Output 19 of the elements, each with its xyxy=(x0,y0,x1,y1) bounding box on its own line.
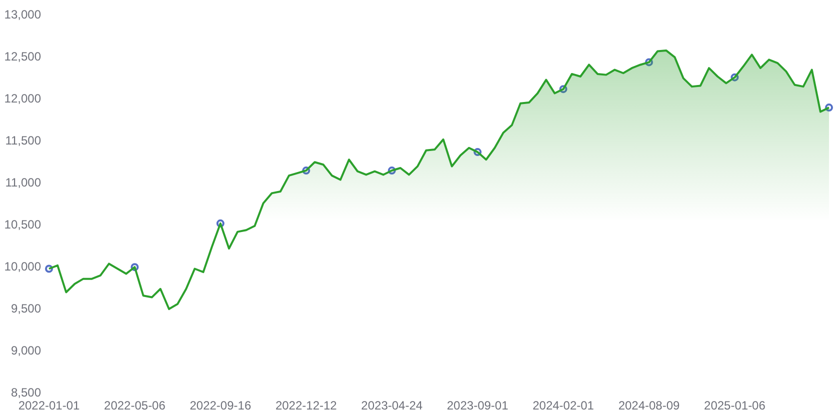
x-tick-label: 2022-05-06 xyxy=(104,398,166,413)
x-tick-label: 2022-01-01 xyxy=(18,398,80,413)
y-tick-label: 9,000 xyxy=(10,343,42,358)
y-tick-label: 10,000 xyxy=(4,259,42,274)
x-tick-label: 2024-08-09 xyxy=(618,398,680,413)
y-tick-label: 11,000 xyxy=(5,175,42,190)
x-tick-label: 2023-09-01 xyxy=(446,398,509,413)
x-tick-label: 2024-02-01 xyxy=(532,398,594,413)
y-tick-label: 13,000 xyxy=(4,8,42,22)
y-tick-label: 11,500 xyxy=(5,133,42,148)
y-tick-label: 12,500 xyxy=(4,49,42,64)
x-tick-label: 2022-09-16 xyxy=(190,398,252,413)
x-tick-label: 2022-12-12 xyxy=(275,398,338,413)
y-tick-label: 9,500 xyxy=(10,301,42,316)
y-tick-label: 12,000 xyxy=(4,91,42,106)
x-tick-label: 2023-04-24 xyxy=(361,398,423,413)
y-tick-label: 8,500 xyxy=(10,385,42,400)
y-tick-label: 10,500 xyxy=(4,217,42,232)
x-tick-label: 2025-01-06 xyxy=(704,398,766,413)
